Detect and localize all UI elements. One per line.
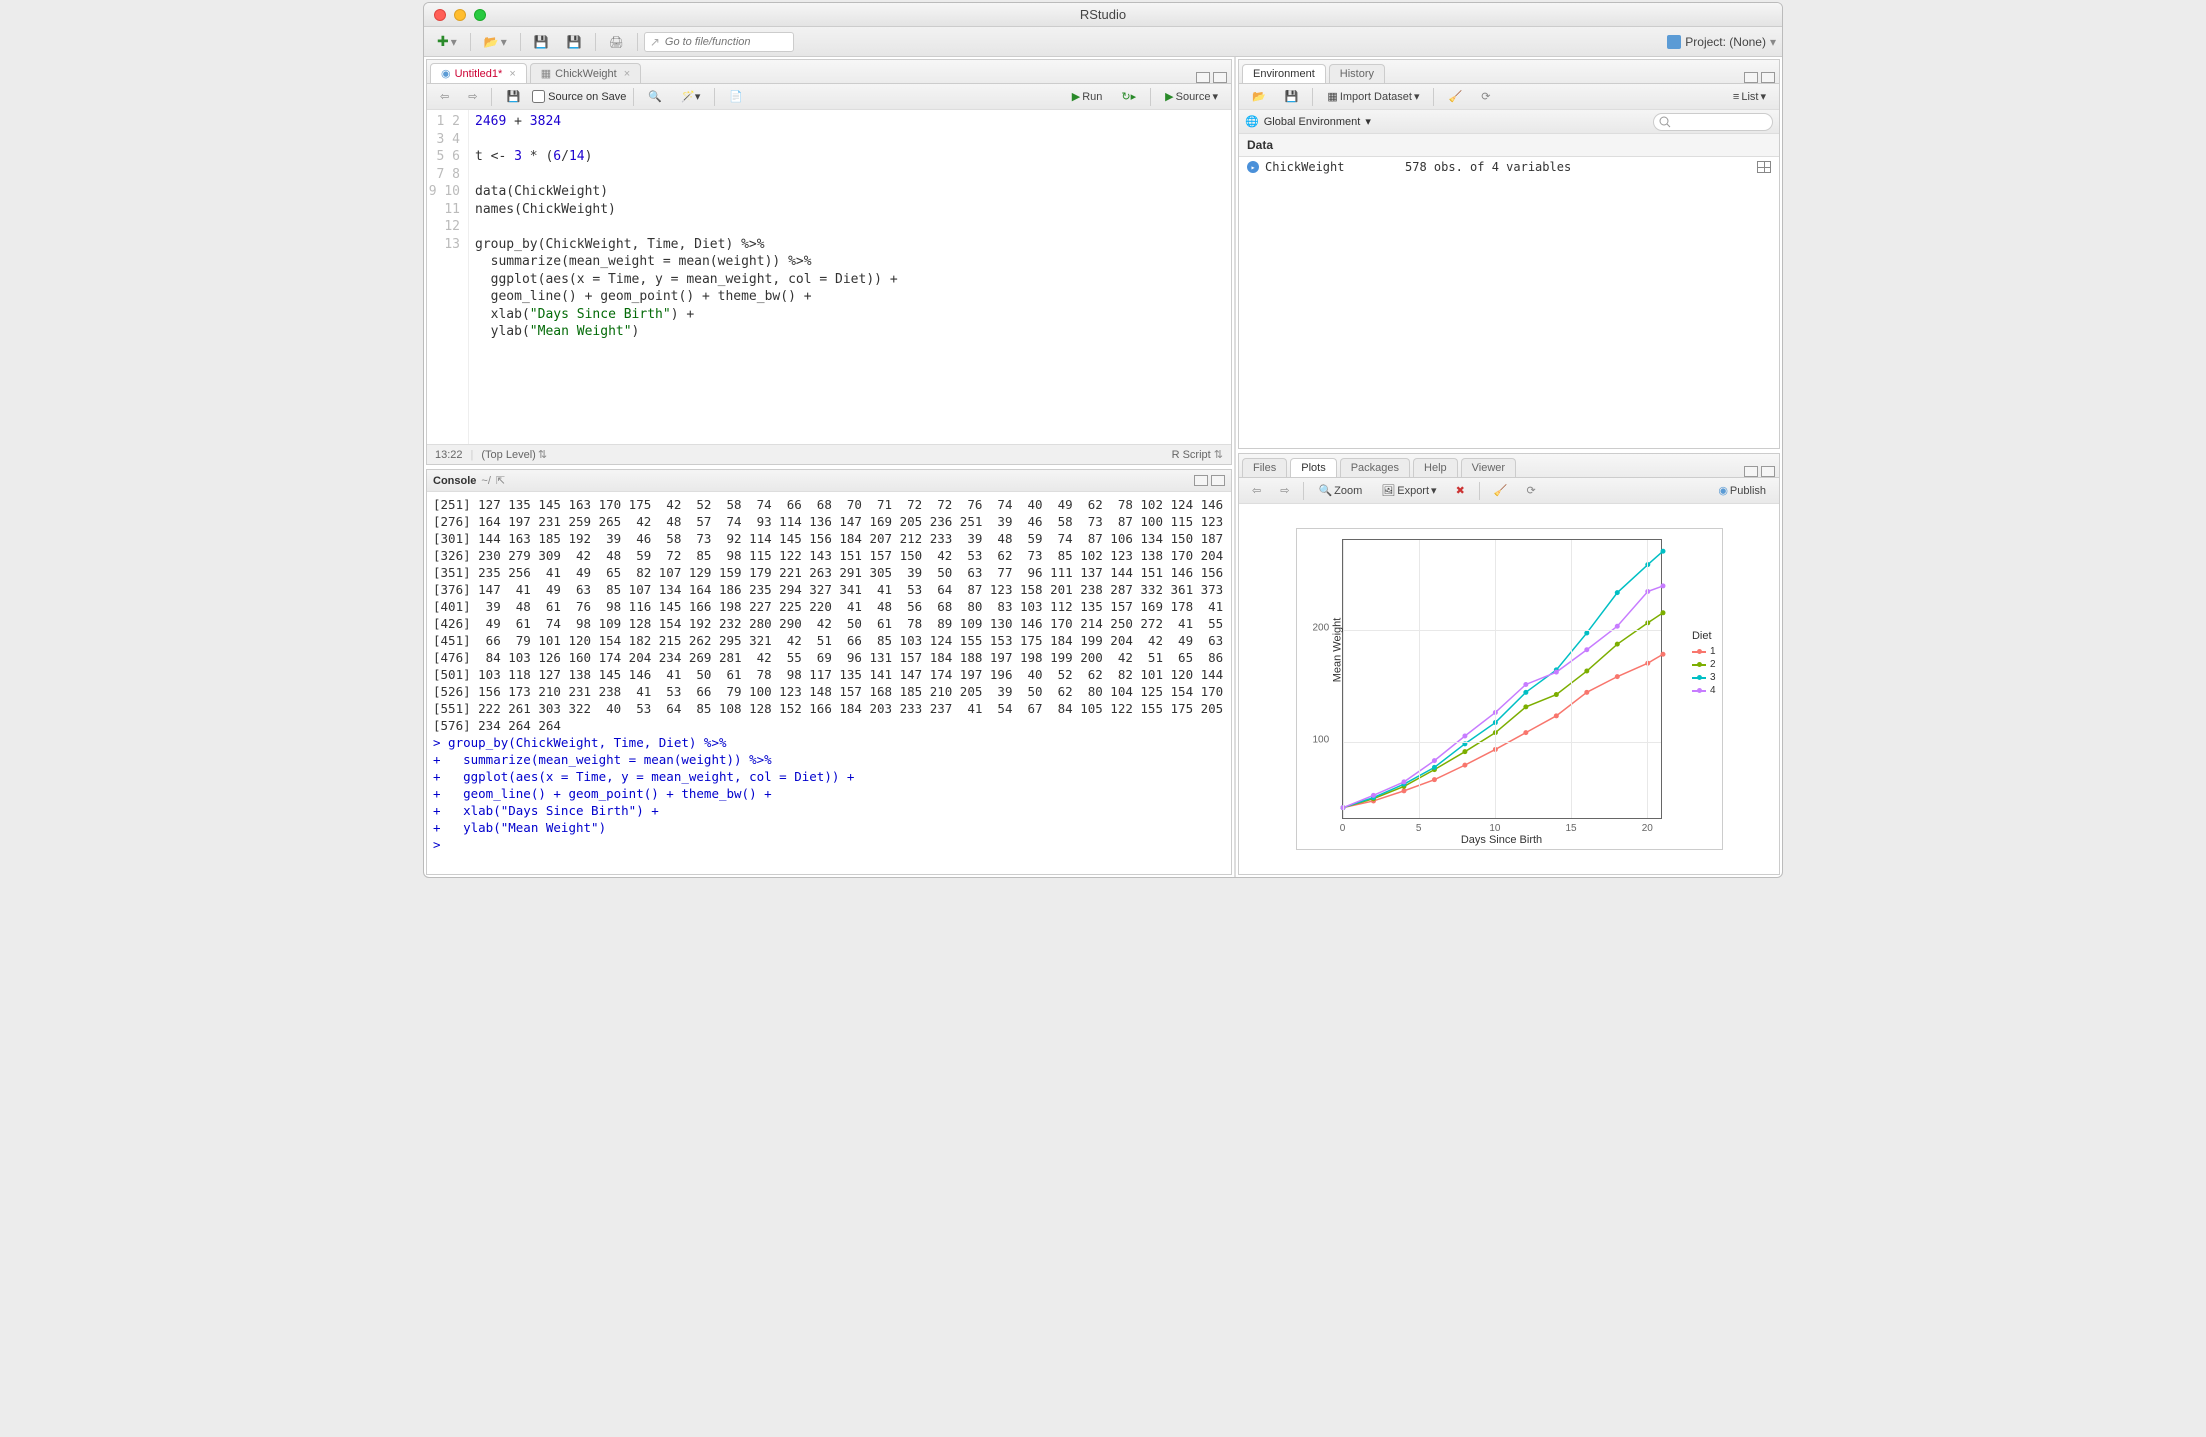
refresh-button[interactable]: ⟳ <box>1474 87 1497 106</box>
tab-history[interactable]: History <box>1329 64 1385 83</box>
print-button[interactable]: 🖨 <box>602 32 631 52</box>
plot-prev-button[interactable]: ⇦ <box>1245 481 1268 500</box>
env-item-chickweight[interactable]: ▸ ChickWeight 578 obs. of 4 variables <box>1239 157 1779 177</box>
new-file-button[interactable]: ✚▾ <box>430 30 464 53</box>
rstudio-window: RStudio ✚▾ 📂▾ 💾 💾 🖨 ↗ Project: (None) ▾ <box>423 2 1783 878</box>
forward-button[interactable]: ⇨ <box>461 87 484 106</box>
tab-label: ChickWeight <box>555 68 617 80</box>
tab-packages[interactable]: Packages <box>1340 458 1410 477</box>
console-output[interactable]: [251] 127 135 145 163 170 175 42 52 58 7… <box>427 492 1231 874</box>
console-wd: ~/ <box>481 475 490 487</box>
lang-label[interactable]: R Script <box>1172 449 1211 461</box>
plot-toolbar: ⇦ ⇨ 🔍 Zoom 🖼 Export▾ ✖ 🧹 ⟳ ◉ Publish <box>1239 478 1779 504</box>
plot-next-button[interactable]: ⇨ <box>1273 481 1296 500</box>
goto-file-field[interactable]: ↗ <box>644 32 794 52</box>
clear-workspace-button[interactable]: 🧹 <box>1441 87 1469 106</box>
code-content[interactable]: 2469 + 3824 t <- 3 * (6/14) data(ChickWe… <box>469 110 1231 444</box>
tab-viewer[interactable]: Viewer <box>1461 458 1516 477</box>
open-project-button[interactable]: 📂▾ <box>477 32 514 52</box>
code-editor[interactable]: 1 2 3 4 5 6 7 8 9 10 11 12 13 2469 + 382… <box>427 110 1231 444</box>
minimize-pane-icon[interactable] <box>1196 72 1210 83</box>
publish-button[interactable]: ◉ Publish <box>1711 481 1773 500</box>
run-button[interactable]: ▶Run <box>1065 87 1110 106</box>
wand-button[interactable]: 🪄▾ <box>674 87 707 106</box>
back-button[interactable]: ⇦ <box>433 87 456 106</box>
legend: Diet 1234 <box>1692 630 1716 698</box>
console-title: Console <box>433 475 476 487</box>
plot-panel: Mean Weight Days Since Birth Diet 1234 0… <box>1296 528 1723 850</box>
r-file-icon: ◉ <box>441 67 451 80</box>
remove-plot-button[interactable]: ✖ <box>1449 481 1472 500</box>
goto-file-input[interactable] <box>644 32 794 52</box>
wd-popout-icon[interactable]: ⇱ <box>496 474 505 487</box>
tab-environment[interactable]: Environment <box>1242 64 1326 83</box>
env-scope-bar: 🌐 Global Environment▾ <box>1239 110 1779 134</box>
export-button[interactable]: 🖼 Export▾ <box>1374 481 1443 500</box>
view-data-icon[interactable] <box>1757 161 1771 173</box>
save-button[interactable]: 💾 <box>527 32 556 52</box>
table-icon: ▦ <box>541 67 551 80</box>
source-tabs: ◉ Untitled1* × ▦ ChickWeight × <box>427 60 1231 84</box>
source-on-save-checkbox[interactable]: Source on Save <box>532 90 626 103</box>
env-scope-icon: 🌐 <box>1245 115 1259 128</box>
refresh-plot-button[interactable]: ⟳ <box>1519 481 1542 500</box>
line-gutter: 1 2 3 4 5 6 7 8 9 10 11 12 13 <box>427 110 469 444</box>
data-icon: ▸ <box>1247 161 1259 173</box>
save-workspace-button[interactable]: 💾 <box>1278 87 1306 106</box>
minimize-pane-icon[interactable] <box>1194 475 1208 486</box>
tab-label: Untitled1* <box>455 68 503 80</box>
zoom-button[interactable]: 🔍 Zoom <box>1311 481 1369 500</box>
project-menu[interactable]: Project: (None) ▾ <box>1667 35 1776 49</box>
env-toolbar: 📂 💾 ▦ Import Dataset▾ 🧹 ⟳ ≡ List▾ <box>1239 84 1779 110</box>
save-source-button[interactable]: 💾 <box>499 87 527 106</box>
cursor-position: 13:22 <box>435 449 463 461</box>
env-item-desc: 578 obs. of 4 variables <box>1405 160 1757 174</box>
source-toolbar: ⇦ ⇨ 💾 Source on Save 🔍 🪄▾ 📄 ▶Run ↻▸ <box>427 84 1231 110</box>
scope-label[interactable]: (Top Level) <box>481 449 535 461</box>
source-button[interactable]: ▶Source ▾ <box>1158 87 1225 106</box>
main-toolbar: ✚▾ 📂▾ 💾 💾 🖨 ↗ Project: (None) ▾ <box>424 27 1782 57</box>
y-axis-label: Mean Weight <box>1331 618 1343 683</box>
project-label: Project: (None) <box>1685 35 1766 49</box>
tab-chickweight[interactable]: ▦ ChickWeight × <box>530 63 641 83</box>
env-scope-label[interactable]: Global Environment <box>1264 116 1361 128</box>
close-tab-icon[interactable]: × <box>624 68 630 80</box>
app-title: RStudio <box>424 7 1782 22</box>
load-workspace-button[interactable]: 📂 <box>1245 87 1273 106</box>
env-body: Data ▸ ChickWeight 578 obs. of 4 variabl… <box>1239 134 1779 448</box>
maximize-pane-icon[interactable] <box>1761 72 1775 83</box>
env-item-name: ChickWeight <box>1265 160 1405 174</box>
save-all-button[interactable]: 💾 <box>560 32 589 52</box>
x-axis-label: Days Since Birth <box>1343 834 1661 846</box>
maximize-pane-icon[interactable] <box>1761 466 1775 477</box>
legend-title: Diet <box>1692 630 1716 642</box>
env-section-header: Data <box>1239 134 1779 157</box>
list-view-button[interactable]: ≡ List▾ <box>1726 87 1773 106</box>
minimize-pane-icon[interactable] <box>1744 466 1758 477</box>
minimize-pane-icon[interactable] <box>1744 72 1758 83</box>
tab-files[interactable]: Files <box>1242 458 1287 477</box>
close-tab-icon[interactable]: × <box>509 68 515 80</box>
plot-tabs: Files Plots Packages Help Viewer <box>1239 454 1779 478</box>
plot-area: Mean Weight Days Since Birth Diet 1234 0… <box>1239 504 1779 874</box>
find-button[interactable]: 🔍 <box>641 87 669 106</box>
env-search-input[interactable] <box>1653 113 1773 131</box>
tab-plots[interactable]: Plots <box>1290 458 1336 477</box>
report-button[interactable]: 📄 <box>722 87 750 106</box>
tab-untitled1[interactable]: ◉ Untitled1* × <box>430 63 527 83</box>
tab-help[interactable]: Help <box>1413 458 1458 477</box>
console-header: Console ~/ ⇱ <box>427 470 1231 492</box>
import-dataset-button[interactable]: ▦ Import Dataset▾ <box>1320 87 1426 106</box>
maximize-pane-icon[interactable] <box>1213 72 1227 83</box>
clear-plots-button[interactable]: 🧹 <box>1487 481 1515 500</box>
source-on-save-label: Source on Save <box>548 91 626 103</box>
titlebar: RStudio <box>424 3 1782 27</box>
rerun-button[interactable]: ↻▸ <box>1114 87 1143 106</box>
maximize-pane-icon[interactable] <box>1211 475 1225 486</box>
chart: Mean Weight Days Since Birth Diet 1234 0… <box>1342 539 1662 819</box>
env-tabs: Environment History <box>1239 60 1779 84</box>
source-status-bar: 13:22 | (Top Level) ⇅ R Script ⇅ <box>427 444 1231 464</box>
